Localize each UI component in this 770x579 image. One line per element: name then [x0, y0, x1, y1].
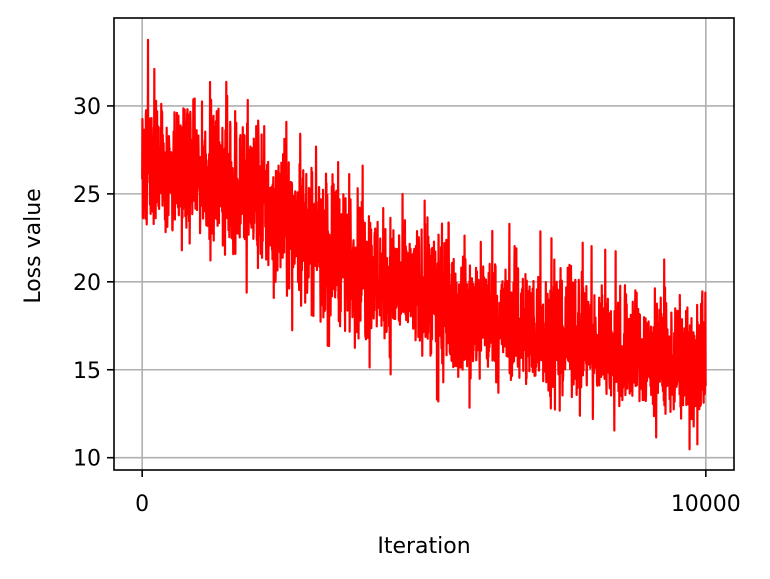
y-axis-label: Loss value [21, 188, 46, 303]
x-axis: 0 10000 [135, 470, 741, 517]
x-axis-label: Iteration [377, 534, 470, 559]
y-tick-label: 10 [73, 447, 101, 472]
y-tick-label: 20 [73, 271, 101, 296]
y-axis: 10 15 20 25 30 [73, 95, 114, 472]
series-layer [141, 38, 707, 451]
x-tick-label: 0 [135, 492, 149, 517]
axes-frame [113, 17, 735, 471]
x-tick-label: 10000 [671, 492, 741, 517]
y-tick-label: 30 [73, 95, 101, 120]
y-tick-label: 15 [73, 359, 101, 384]
y-tick-label: 25 [73, 183, 101, 208]
loss-series-line [141, 38, 707, 451]
